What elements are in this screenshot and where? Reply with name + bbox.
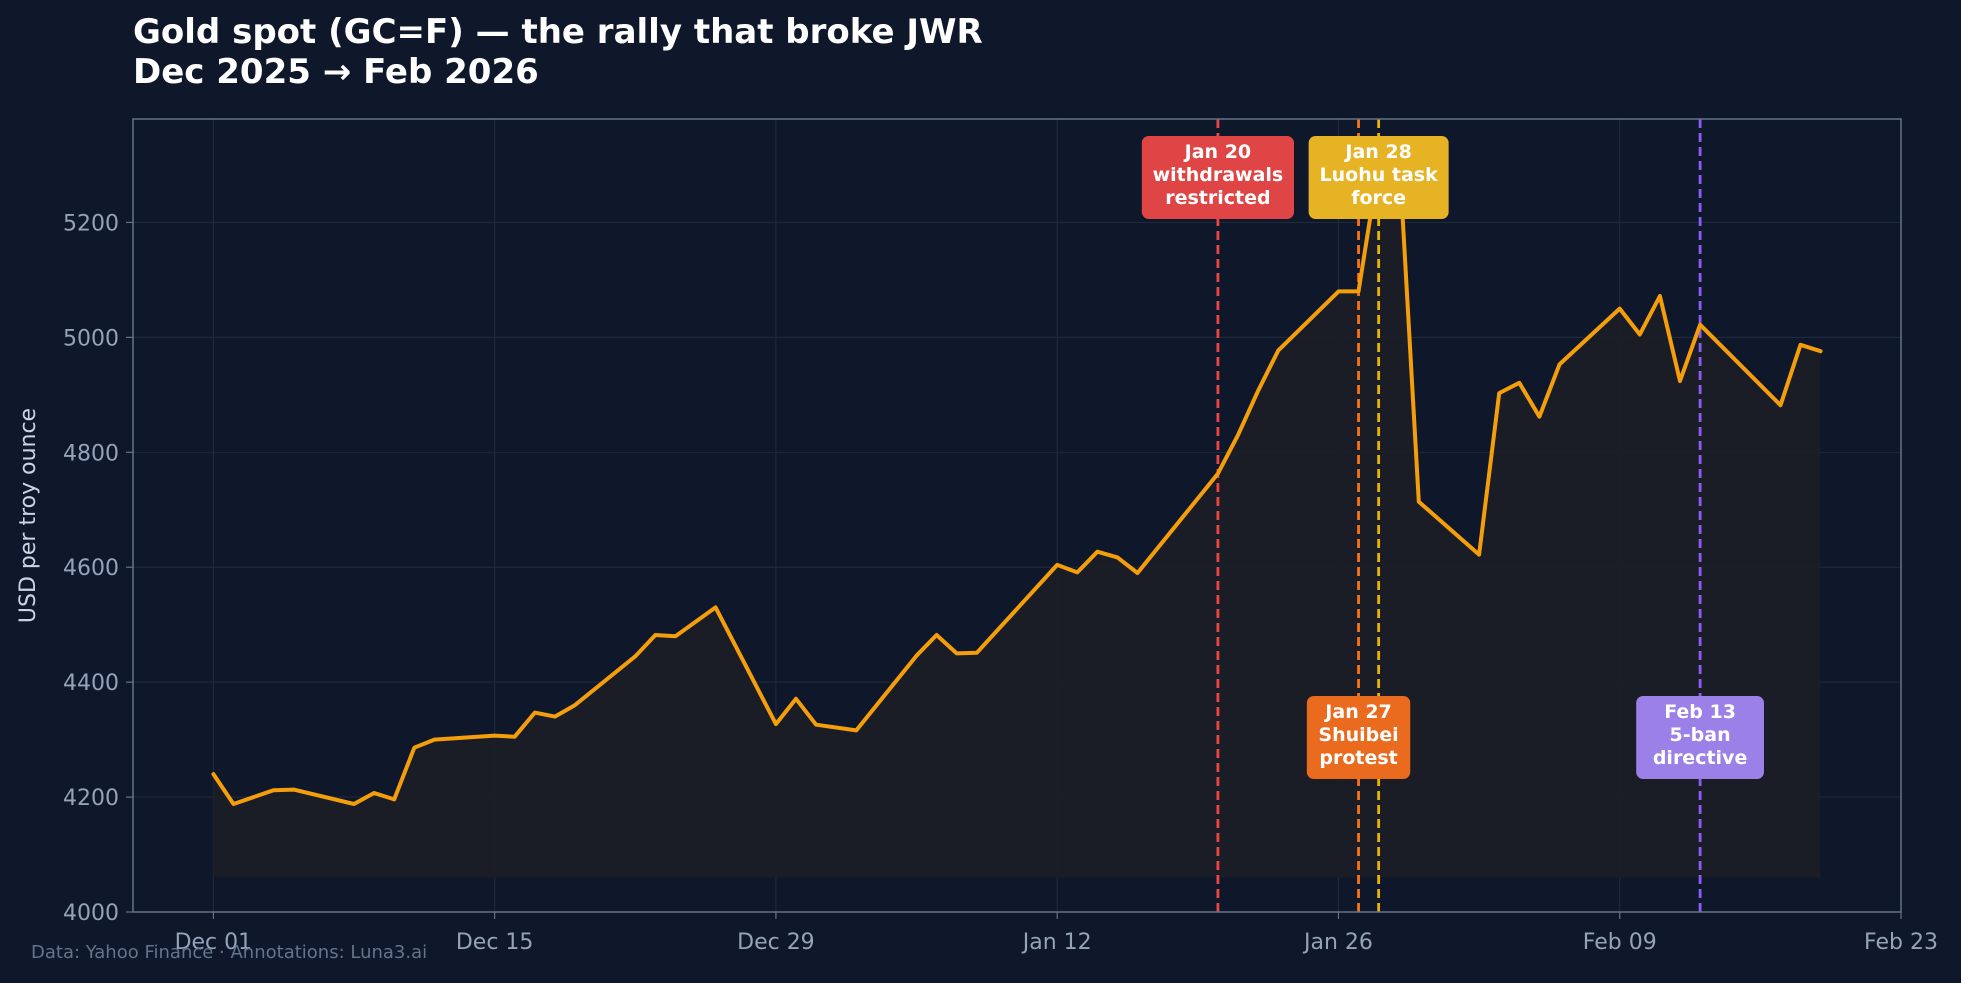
event-label-text: Shuibei <box>1318 724 1398 746</box>
event-label-text: Feb 13 <box>1664 701 1736 723</box>
event-label-text: protest <box>1319 747 1397 769</box>
event-label-text: force <box>1351 187 1406 209</box>
y-tick-label: 4800 <box>63 441 119 466</box>
event-label-box <box>1141 136 1295 219</box>
price-area-fill <box>213 147 1821 878</box>
event-label-box <box>1306 696 1411 779</box>
price-area <box>213 147 1821 878</box>
event-label-text: Jan 27 <box>1323 701 1391 723</box>
chart-title-line-1: Gold spot (GC=F) — the rally that broke … <box>133 12 983 52</box>
event-label-text: Luohu task <box>1320 164 1439 186</box>
event-label-text: Jan 28 <box>1343 141 1411 163</box>
plot-frame <box>132 118 1902 913</box>
y-tick-label: 5200 <box>63 211 119 236</box>
y-tick-label: 4400 <box>63 671 119 696</box>
axis-ticks: 4000 4200 4400 4600 4800 5000 5200 Dec 01 Dec 15… <box>63 211 1938 955</box>
chart-title: Gold spot (GC=F) — the rally that broke … <box>133 12 983 92</box>
event-label-text: directive <box>1653 747 1748 769</box>
event-label-text: 5-ban <box>1670 724 1731 746</box>
x-tick-label: Jan 12 <box>1021 930 1092 955</box>
price-series <box>211 145 1823 806</box>
x-tick-label: Feb 23 <box>1864 930 1938 955</box>
x-tick-label: Jan 26 <box>1302 930 1373 955</box>
x-tick-label: Dec 01 <box>175 930 253 955</box>
event-label-box <box>1308 136 1449 219</box>
event-label-text: Jan 20 <box>1183 141 1251 163</box>
chart-title-line-2: Dec 2025 → Feb 2026 <box>133 52 539 92</box>
price-line <box>211 145 1823 806</box>
event-label-text: restricted <box>1165 187 1270 209</box>
x-tick-label: Feb 09 <box>1583 930 1657 955</box>
y-tick-label: 5000 <box>63 326 119 351</box>
event-label-box <box>1636 696 1764 779</box>
x-tick-label: Dec 29 <box>737 930 815 955</box>
y-tick-label: 4600 <box>63 556 119 581</box>
y-tick-label: 4200 <box>63 786 119 811</box>
footer-note: Data: Yahoo Finance · Annotations: Luna3… <box>31 942 428 963</box>
event-label-text: withdrawals <box>1153 164 1284 186</box>
y-tick-label: 4000 <box>63 901 119 926</box>
y-axis-label: USD per troy ounce <box>16 408 41 623</box>
event-markers <box>1216 119 1702 912</box>
x-tick-label: Dec 15 <box>456 930 534 955</box>
